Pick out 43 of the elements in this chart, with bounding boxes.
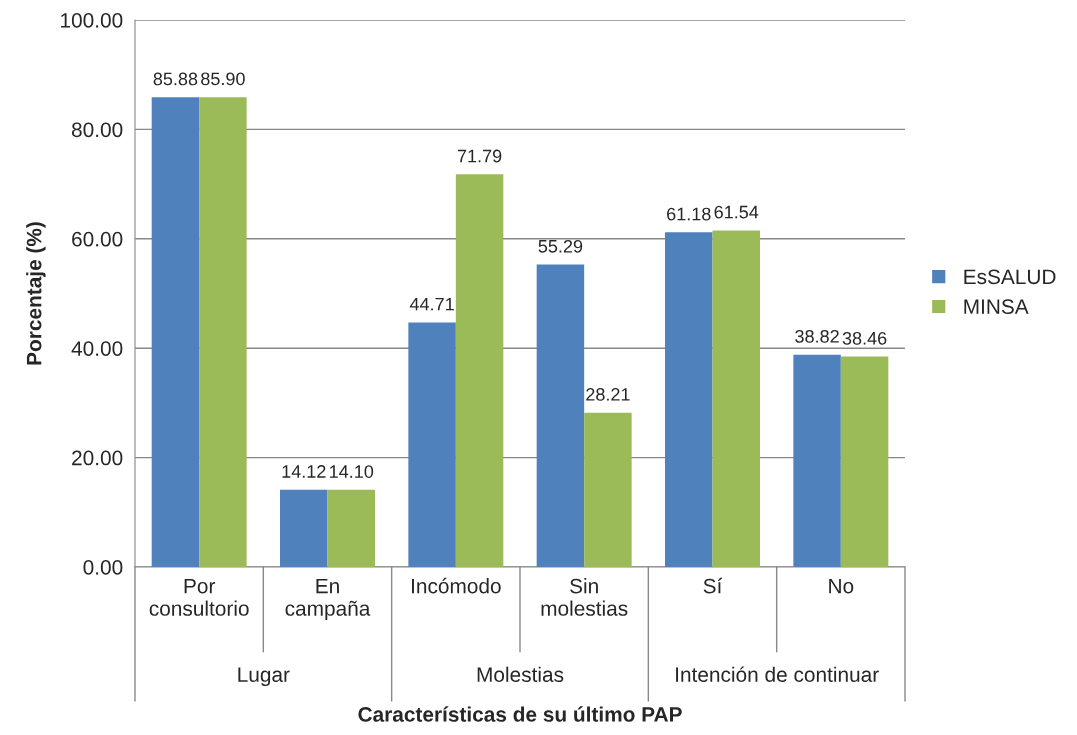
y-tick-label: 60.00 [72,231,123,247]
bar [199,97,247,567]
data-label: 14.10 [330,465,374,478]
data-label: 28.21 [586,388,630,401]
bar [665,232,713,567]
data-label: 44.71 [409,297,454,311]
x-tick-label: En campaña [285,578,371,620]
bar [793,354,841,567]
data-label: 38.82 [795,329,839,343]
bar [712,230,760,567]
bar [584,412,632,567]
data-label: 14.12 [282,465,326,478]
x-tick-label: Por consultorio [149,578,249,616]
data-label: 55.29 [538,239,583,253]
y-tick-label: 100.00 [61,13,123,28]
bar [536,264,585,567]
data-label: 85.90 [201,72,245,86]
x-axis-title: Características de su último PAP [358,706,682,722]
data-label: 71.79 [457,149,502,163]
data-label: 61.18 [667,207,711,221]
bar [455,174,504,567]
y-axis-title: Porcentaje (%) [26,222,46,365]
bar [327,489,375,567]
data-label: 38.46 [842,331,887,345]
legend-label: MINSA [964,299,1029,315]
x-tick-label: No [829,578,854,594]
data-label: 85.88 [153,72,198,86]
y-tick-label: 80.00 [71,122,123,138]
y-tick-label: 20.00 [72,450,123,466]
text: Lugar [238,667,290,687]
bar [408,322,456,567]
text: Intención de continuar [676,666,879,682]
bar [151,97,200,567]
bar [840,356,889,567]
y-tick-label: 0.00 [83,560,123,575]
x-tick-label: Sí [703,577,723,594]
x-tick-label: Incómodo [412,577,501,594]
data-label: 61.54 [714,205,759,219]
y-tick-label: 40.00 [71,341,123,356]
legend-label: EsSALUD [964,269,1056,285]
bar [280,489,328,567]
text: Molestias [477,666,564,682]
x-tick-label: Sin molestias [541,578,628,616]
